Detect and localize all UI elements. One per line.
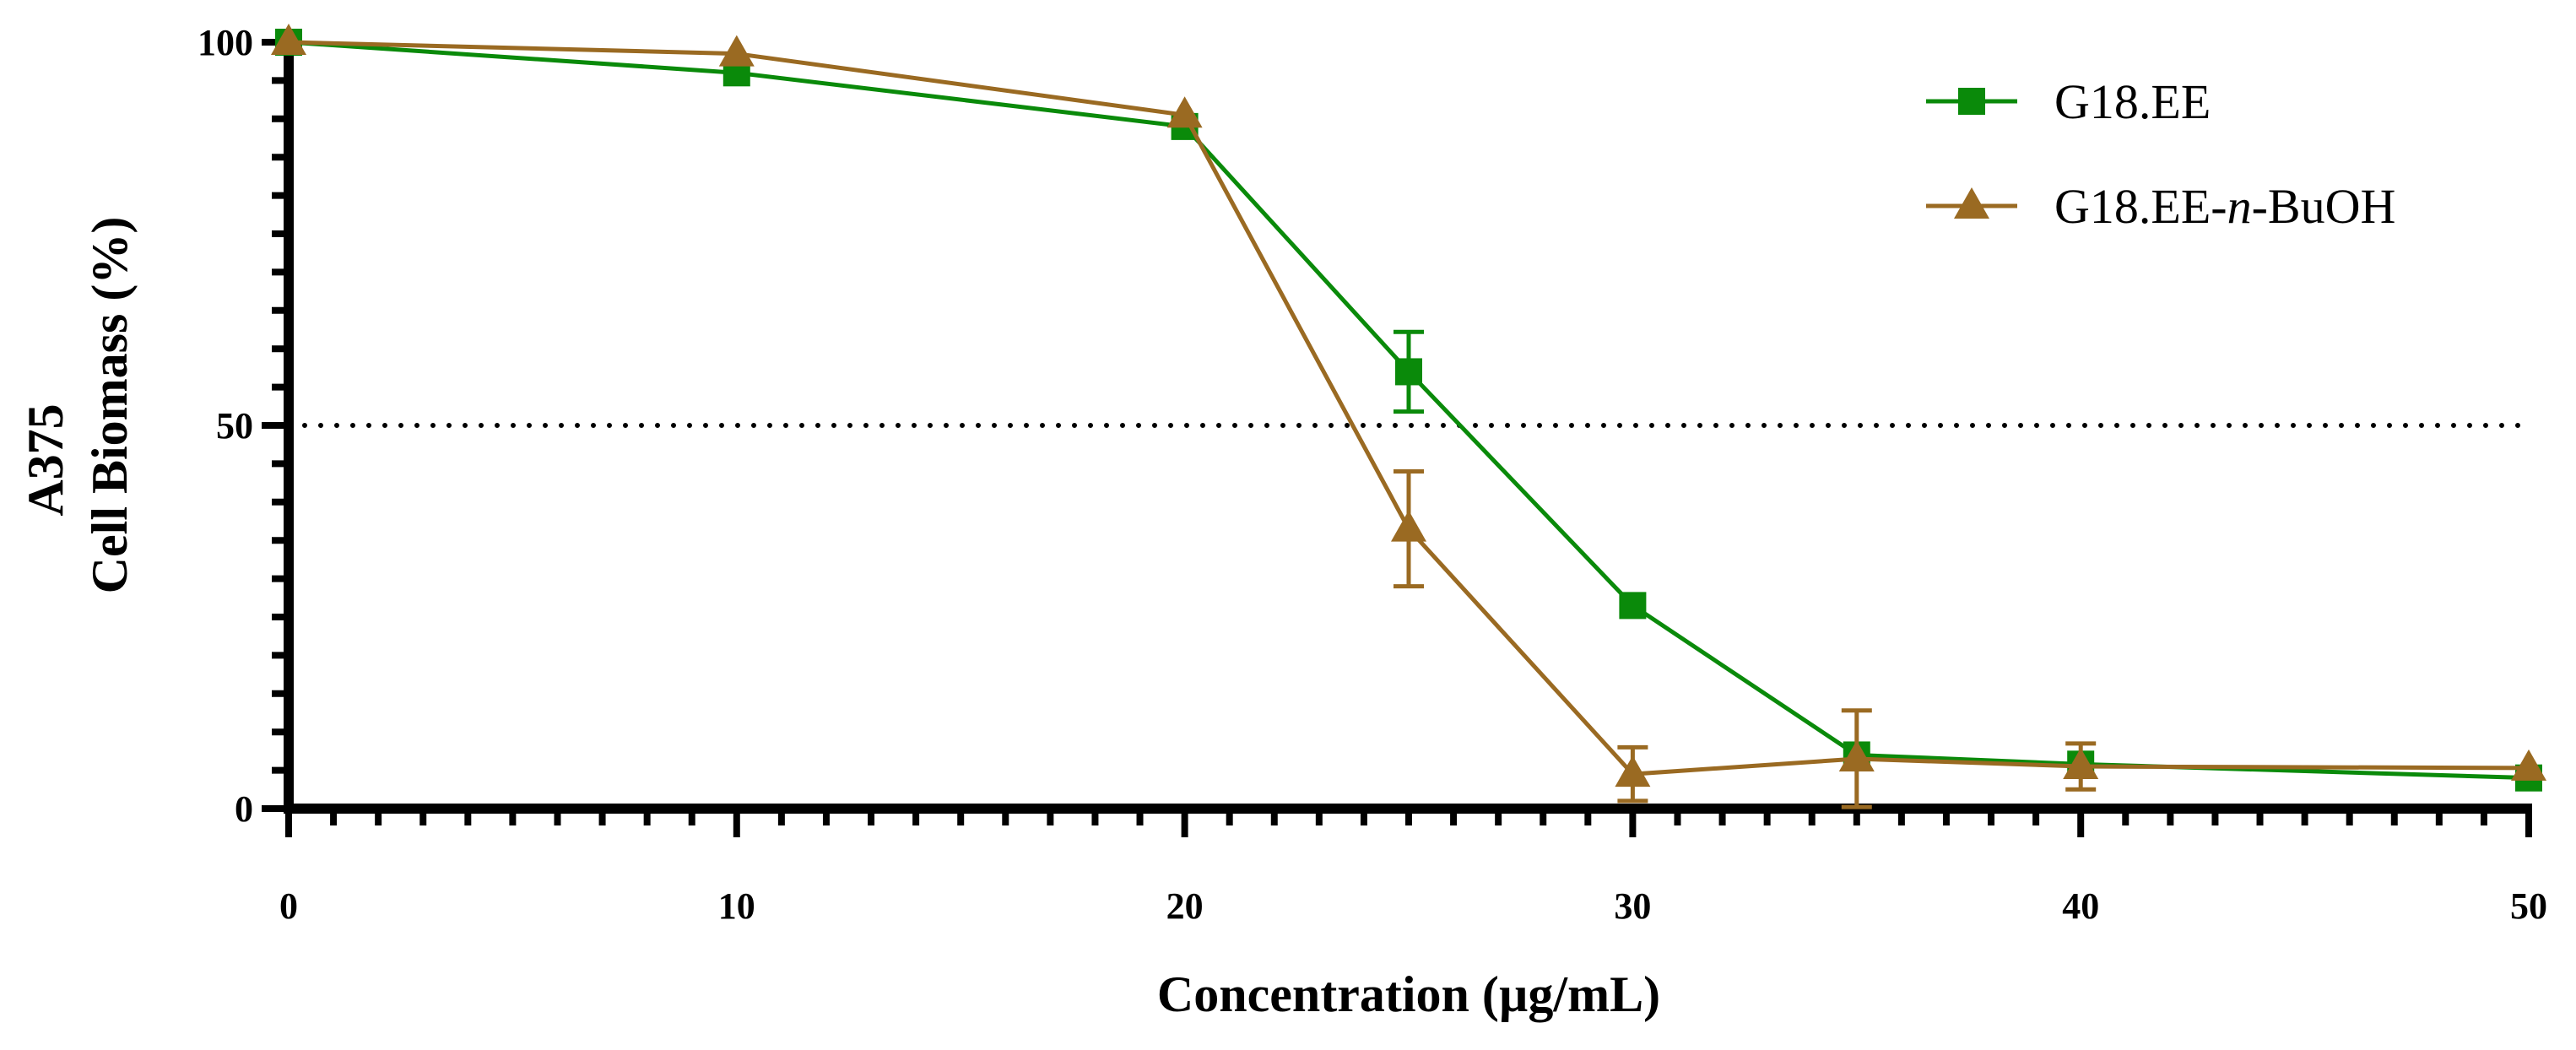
- series-line: [288, 40, 2530, 777]
- data-point: [2063, 748, 2099, 780]
- y-tick-label: 100: [198, 22, 253, 63]
- x-axis-title: Concentration (µg/mL): [1157, 966, 1660, 1022]
- data-point: [1619, 592, 1647, 620]
- x-tick-label: 0: [279, 885, 298, 927]
- x-tick-label: 20: [1166, 885, 1204, 927]
- legend-item-2: G18.EE-n-BuOH: [1926, 179, 2395, 234]
- axes-layer: 0 50 100 0 10 20 30 40 50: [198, 22, 2547, 927]
- data-point: [1166, 96, 1203, 128]
- series-line: [288, 40, 2530, 781]
- series-2: [271, 24, 2546, 809]
- data-point: [271, 24, 306, 55]
- data-point: [1838, 739, 1875, 771]
- data-point: [2511, 749, 2546, 781]
- x-tick-label: 30: [1614, 885, 1651, 927]
- y-tick-label: 0: [235, 788, 253, 830]
- legend-marker: [1954, 187, 1989, 219]
- legend-label: G18.EE: [2054, 74, 2211, 129]
- legend-marker: [1958, 88, 1985, 115]
- x-tick-label: 10: [718, 885, 755, 927]
- x-tick-label: 50: [2510, 885, 2547, 927]
- y-tick-label: 50: [216, 405, 253, 447]
- series-1: [275, 29, 2542, 792]
- legend-item-1: G18.EE: [1926, 74, 2211, 129]
- data-point: [1395, 358, 1422, 386]
- data-point: [1615, 755, 1651, 788]
- legend: G18.EE G18.EE-n-BuOH: [1926, 74, 2395, 234]
- y-axis-title-line2: Cell Biomass (%): [82, 217, 138, 594]
- legend-label: G18.EE-n-BuOH: [2054, 179, 2395, 234]
- data-point: [718, 35, 755, 67]
- data-point: [1391, 510, 1426, 542]
- series-layer: [271, 24, 2546, 809]
- y-axis-title-line1: A375: [18, 403, 73, 516]
- x-tick-label: 40: [2062, 885, 2099, 927]
